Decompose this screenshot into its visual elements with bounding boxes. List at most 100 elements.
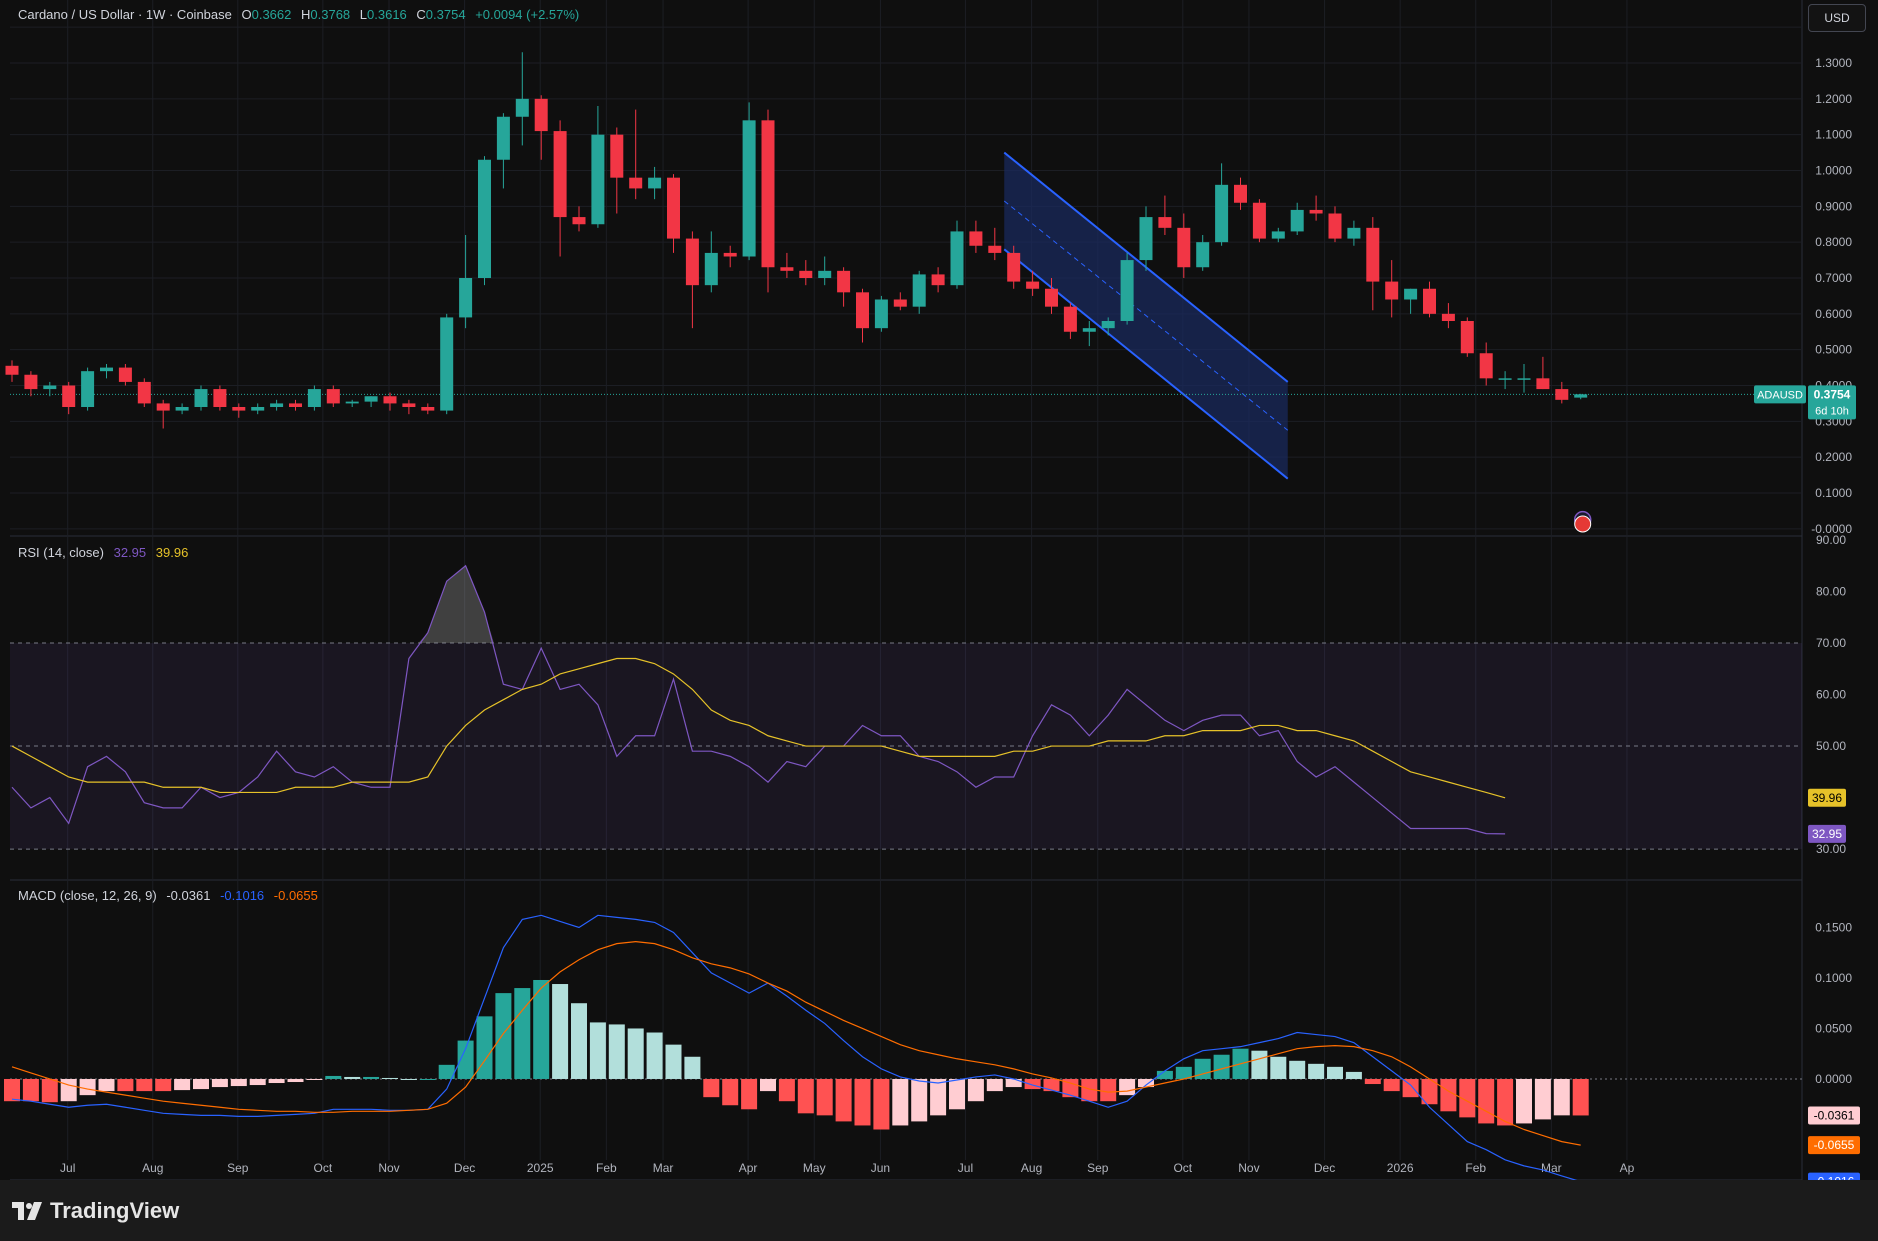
rsi-overbought-fill [418,565,494,644]
candle-body [1158,217,1172,228]
macd-histogram-bar [589,1022,606,1079]
chart-background [0,0,1878,1180]
macd-histogram-bar [344,1076,361,1079]
macd-histogram-bar [608,1024,625,1079]
close-label: C [416,7,426,22]
macd-histogram-bar [22,1078,39,1102]
candle-body [1347,227,1361,239]
candle-body [1120,260,1134,321]
candle-body [704,252,718,286]
macd-histogram-bar [1402,1078,1419,1098]
macd-legend[interactable]: MACD (close, 12, 26, 9) -0.0361 -0.1016 … [18,888,324,903]
candle-body [799,270,813,278]
candle-body [1517,378,1531,380]
macd-histogram-bar [684,1056,701,1079]
candle-body [1423,288,1436,314]
candle [1215,163,1229,246]
candle [1309,195,1323,221]
macd-histogram-bar [1421,1078,1438,1105]
time-tick-label: Aug [142,1161,163,1175]
candle-body [459,278,473,318]
candle-body [1309,209,1323,214]
time-axis: Jul Aug Sep Oct Nov Dec 2025 Feb Mar Apr May Jun Jul… [60,1161,1635,1175]
rsi-legend[interactable]: RSI (14, close) 32.95 39.96 [18,545,194,560]
candle [24,371,38,397]
candle [118,364,132,386]
candle-body [950,231,964,286]
candle-body [648,177,662,189]
candle [893,292,907,311]
candle-body [118,367,132,382]
candle-body [1045,288,1058,307]
change-value: +0.0094 (+2.57%) [475,7,580,22]
candle-body [1460,321,1474,354]
candle-body [515,98,529,117]
symbol-title[interactable]: Cardano / US Dollar · 1W · Coinbase [18,7,232,22]
candle-body [1177,227,1191,268]
candle [326,385,340,407]
candle-body [1404,288,1418,300]
candle [1460,317,1474,357]
macd-histogram-bar [722,1078,739,1106]
rsi-tick-label: 90.00 [1816,533,1846,547]
candle-body [1252,202,1266,239]
candle [572,206,586,232]
macd-histogram-bar [382,1077,398,1079]
rsi-ma-value: 39.96 [155,545,189,560]
candle [1347,220,1361,246]
candle [969,220,983,253]
chart-canvas[interactable]: Jul Aug Sep Oct Nov Dec 2025 Feb Mar Apr May Jun Jul… [0,0,1878,1191]
macd-histogram-bar [1497,1078,1514,1126]
price-tick-label: 1.0000 [1815,164,1852,178]
macd-signal-tag-value: -0.0655 [1814,1138,1855,1152]
macd-histogram-bar [155,1078,172,1092]
price-tick-label: 0.9000 [1815,199,1852,213]
candle-body [1385,281,1399,300]
candle [1574,393,1588,400]
candle-body [1139,217,1153,261]
candle-body [685,238,699,286]
macd-histogram-bar [552,984,569,1079]
candle [1536,356,1550,390]
time-tick-label: Jul [958,1161,973,1175]
candle-body [251,407,265,411]
macd-value: -0.1016 [220,888,265,903]
rsi-label: RSI (14, close) [18,545,104,560]
candle [421,403,435,415]
rsi-line [11,657,1506,799]
candle [1479,342,1493,386]
macd-histogram-bar [873,1078,890,1130]
rsi-ma-tag-value: 39.96 [1812,791,1842,805]
currency-button[interactable]: USD [1808,4,1866,32]
candle [610,127,624,214]
ticker-tag [1754,385,1806,404]
candle-body [213,389,227,407]
candle-body [856,292,869,329]
candle [213,385,227,411]
macd-histogram-bar [911,1078,928,1122]
candle-body [345,401,359,404]
tradingview-logo[interactable]: TradingView [12,1198,179,1224]
time-tick-label: Oct [1173,1161,1192,1175]
candle-body [383,396,397,404]
candle-body [988,245,1002,253]
tradingview-logo-icon [12,1202,42,1220]
price-tick-label: 1.2000 [1815,92,1852,106]
time-tick-label: Mar [653,1161,674,1175]
macd-histogram-bar [419,1078,436,1080]
candle [496,113,510,189]
macd-histogram-bar [1005,1078,1022,1088]
candle-body [326,389,340,404]
rsi-ma-tag [1808,788,1846,807]
candle [950,220,964,289]
candles [5,52,1588,429]
macd-signal-value: -0.0655 [273,888,318,903]
price-tick-label: 0.8000 [1815,235,1852,249]
economic-event-flag-icon [1574,515,1592,533]
candle-body [1063,306,1077,332]
candle-body [969,231,983,246]
macd-histogram-bar [117,1078,134,1092]
footer-bar [0,1180,1878,1241]
candle [364,396,378,407]
macd-histogram-bar [665,1044,682,1079]
